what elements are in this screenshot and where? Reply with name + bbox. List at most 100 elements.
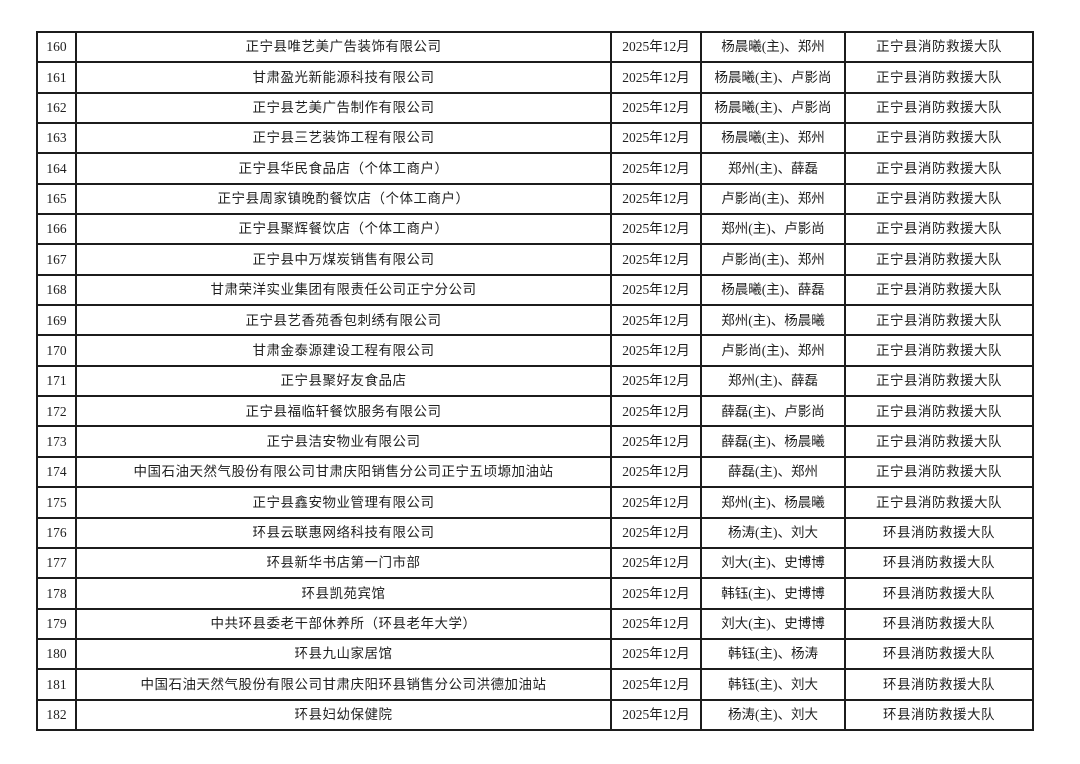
inspecting-authority-cell: 正宁县消防救援大队 <box>844 273 1034 307</box>
table-row: 168 甘肃荣洋实业集团有限责任公司正宁分公司 2025年12月 杨晨曦(主)、… <box>36 273 1034 307</box>
unit-name-cell: 中共环县委老干部休养所（环县老年大学） <box>75 607 612 640</box>
inspection-date-cell: 2025年12月 <box>610 61 702 94</box>
unit-name-cell: 正宁县周家镇晚酌餐饮店（个体工商户） <box>75 182 612 216</box>
inspecting-authority-cell: 环县消防救援大队 <box>844 607 1034 640</box>
sequence-number-cell: 166 <box>36 213 77 246</box>
unit-name-cell: 中国石油天然气股份有限公司甘肃庆阳销售分公司正宁五顷塬加油站 <box>75 455 612 489</box>
inspectors-cell: 郑州(主)、卢影尚 <box>700 213 846 246</box>
inspection-date-cell: 2025年12月 <box>610 577 702 610</box>
sequence-number-cell: 161 <box>36 61 77 94</box>
table-row: 174 中国石油天然气股份有限公司甘肃庆阳销售分公司正宁五顷塬加油站 2025年… <box>36 455 1034 489</box>
unit-name-cell: 甘肃金泰源建设工程有限公司 <box>75 334 612 367</box>
table-row: 160 正宁县唯艺美广告装饰有限公司 2025年12月 杨晨曦(主)、郑州 正宁… <box>36 30 1034 64</box>
table-row: 179 中共环县委老干部休养所（环县老年大学） 2025年12月 刘大(主)、史… <box>36 607 1034 640</box>
inspecting-authority-cell: 正宁县消防救援大队 <box>844 243 1034 276</box>
inspectors-cell: 卢影尚(主)、郑州 <box>700 243 846 276</box>
sequence-number-cell: 174 <box>36 455 77 489</box>
sequence-number-cell: 170 <box>36 334 77 367</box>
inspecting-authority-cell: 正宁县消防救援大队 <box>844 30 1034 64</box>
document-page: 160 正宁县唯艺美广告装饰有限公司 2025年12月 杨晨曦(主)、郑州 正宁… <box>36 30 1034 732</box>
unit-name-cell: 正宁县鑫安物业管理有限公司 <box>75 486 612 519</box>
unit-name-cell: 正宁县三艺装饰工程有限公司 <box>75 122 612 155</box>
inspectors-cell: 杨涛(主)、刘大 <box>700 516 846 549</box>
inspection-date-cell: 2025年12月 <box>610 182 702 216</box>
unit-name-cell: 正宁县艺香苑香包刺绣有限公司 <box>75 304 612 337</box>
sequence-number-cell: 163 <box>36 122 77 155</box>
inspection-date-cell: 2025年12月 <box>610 122 702 155</box>
unit-name-cell: 中国石油天然气股份有限公司甘肃庆阳环县销售分公司洪德加油站 <box>75 668 612 701</box>
unit-name-cell: 甘肃荣洋实业集团有限责任公司正宁分公司 <box>75 273 612 307</box>
unit-name-cell: 环县妇幼保健院 <box>75 698 612 732</box>
sequence-number-cell: 168 <box>36 273 77 307</box>
inspecting-authority-cell: 正宁县消防救援大队 <box>844 304 1034 337</box>
inspectors-cell: 郑州(主)、杨晨曦 <box>700 486 846 519</box>
inspectors-cell: 杨晨曦(主)、卢影尚 <box>700 91 846 125</box>
inspection-date-cell: 2025年12月 <box>610 273 702 307</box>
sequence-number-cell: 178 <box>36 577 77 610</box>
inspectors-cell: 薛磊(主)、郑州 <box>700 455 846 489</box>
inspectors-cell: 卢影尚(主)、郑州 <box>700 182 846 216</box>
sequence-number-cell: 179 <box>36 607 77 640</box>
inspection-date-cell: 2025年12月 <box>610 334 702 367</box>
inspectors-cell: 刘大(主)、史博博 <box>700 607 846 640</box>
inspectors-cell: 杨晨曦(主)、薛磊 <box>700 273 846 307</box>
table-row: 176 环县云联惠网络科技有限公司 2025年12月 杨涛(主)、刘大 环县消防… <box>36 516 1034 549</box>
unit-name-cell: 正宁县洁安物业有限公司 <box>75 425 612 458</box>
sequence-number-cell: 169 <box>36 304 77 337</box>
unit-name-cell: 正宁县福临轩餐饮服务有限公司 <box>75 395 612 428</box>
inspection-date-cell: 2025年12月 <box>610 91 702 125</box>
table-row: 167 正宁县中万煤炭销售有限公司 2025年12月 卢影尚(主)、郑州 正宁县… <box>36 243 1034 276</box>
sequence-number-cell: 181 <box>36 668 77 701</box>
inspectors-cell: 韩钰(主)、杨涛 <box>700 637 846 671</box>
table-row: 170 甘肃金泰源建设工程有限公司 2025年12月 卢影尚(主)、郑州 正宁县… <box>36 334 1034 367</box>
sequence-number-cell: 172 <box>36 395 77 428</box>
inspecting-authority-cell: 正宁县消防救援大队 <box>844 152 1034 185</box>
table-row: 182 环县妇幼保健院 2025年12月 杨涛(主)、刘大 环县消防救援大队 <box>36 698 1034 732</box>
inspectors-cell: 郑州(主)、薛磊 <box>700 364 846 398</box>
inspection-date-cell: 2025年12月 <box>610 152 702 185</box>
inspecting-authority-cell: 正宁县消防救援大队 <box>844 455 1034 489</box>
inspectors-cell: 郑州(主)、薛磊 <box>700 152 846 185</box>
table-body: 160 正宁县唯艺美广告装饰有限公司 2025年12月 杨晨曦(主)、郑州 正宁… <box>36 30 1034 732</box>
inspectors-cell: 韩钰(主)、刘大 <box>700 668 846 701</box>
unit-name-cell: 环县九山家居馆 <box>75 637 612 671</box>
table-row: 163 正宁县三艺装饰工程有限公司 2025年12月 杨晨曦(主)、郑州 正宁县… <box>36 122 1034 155</box>
inspection-date-cell: 2025年12月 <box>610 364 702 398</box>
inspecting-authority-cell: 正宁县消防救援大队 <box>844 364 1034 398</box>
inspection-date-cell: 2025年12月 <box>610 455 702 489</box>
table-row: 169 正宁县艺香苑香包刺绣有限公司 2025年12月 郑州(主)、杨晨曦 正宁… <box>36 304 1034 337</box>
inspectors-cell: 卢影尚(主)、郑州 <box>700 334 846 367</box>
inspection-date-cell: 2025年12月 <box>610 546 702 580</box>
inspecting-authority-cell: 正宁县消防救援大队 <box>844 213 1034 246</box>
table-row: 175 正宁县鑫安物业管理有限公司 2025年12月 郑州(主)、杨晨曦 正宁县… <box>36 486 1034 519</box>
inspection-date-cell: 2025年12月 <box>610 486 702 519</box>
sequence-number-cell: 176 <box>36 516 77 549</box>
inspecting-authority-cell: 正宁县消防救援大队 <box>844 395 1034 428</box>
sequence-number-cell: 164 <box>36 152 77 185</box>
inspecting-authority-cell: 环县消防救援大队 <box>844 668 1034 701</box>
inspection-date-cell: 2025年12月 <box>610 213 702 246</box>
table-row: 164 正宁县华民食品店（个体工商户） 2025年12月 郑州(主)、薛磊 正宁… <box>36 152 1034 185</box>
inspecting-authority-cell: 正宁县消防救援大队 <box>844 122 1034 155</box>
inspecting-authority-cell: 正宁县消防救援大队 <box>844 182 1034 216</box>
unit-name-cell: 环县新华书店第一门市部 <box>75 546 612 580</box>
table-row: 180 环县九山家居馆 2025年12月 韩钰(主)、杨涛 环县消防救援大队 <box>36 637 1034 671</box>
unit-name-cell: 正宁县华民食品店（个体工商户） <box>75 152 612 185</box>
inspection-date-cell: 2025年12月 <box>610 304 702 337</box>
inspection-date-cell: 2025年12月 <box>610 395 702 428</box>
inspectors-cell: 杨晨曦(主)、郑州 <box>700 30 846 64</box>
unit-name-cell: 环县云联惠网络科技有限公司 <box>75 516 612 549</box>
inspection-date-cell: 2025年12月 <box>610 607 702 640</box>
inspection-date-cell: 2025年12月 <box>610 516 702 549</box>
inspection-record-table: 160 正宁县唯艺美广告装饰有限公司 2025年12月 杨晨曦(主)、郑州 正宁… <box>36 30 1034 732</box>
inspectors-cell: 杨晨曦(主)、郑州 <box>700 122 846 155</box>
sequence-number-cell: 175 <box>36 486 77 519</box>
inspecting-authority-cell: 环县消防救援大队 <box>844 516 1034 549</box>
unit-name-cell: 甘肃盈光新能源科技有限公司 <box>75 61 612 94</box>
inspecting-authority-cell: 正宁县消防救援大队 <box>844 486 1034 519</box>
inspectors-cell: 薛磊(主)、卢影尚 <box>700 395 846 428</box>
table-row: 181 中国石油天然气股份有限公司甘肃庆阳环县销售分公司洪德加油站 2025年1… <box>36 668 1034 701</box>
table-row: 172 正宁县福临轩餐饮服务有限公司 2025年12月 薛磊(主)、卢影尚 正宁… <box>36 395 1034 428</box>
sequence-number-cell: 165 <box>36 182 77 216</box>
table-row: 165 正宁县周家镇晚酌餐饮店（个体工商户） 2025年12月 卢影尚(主)、郑… <box>36 182 1034 216</box>
